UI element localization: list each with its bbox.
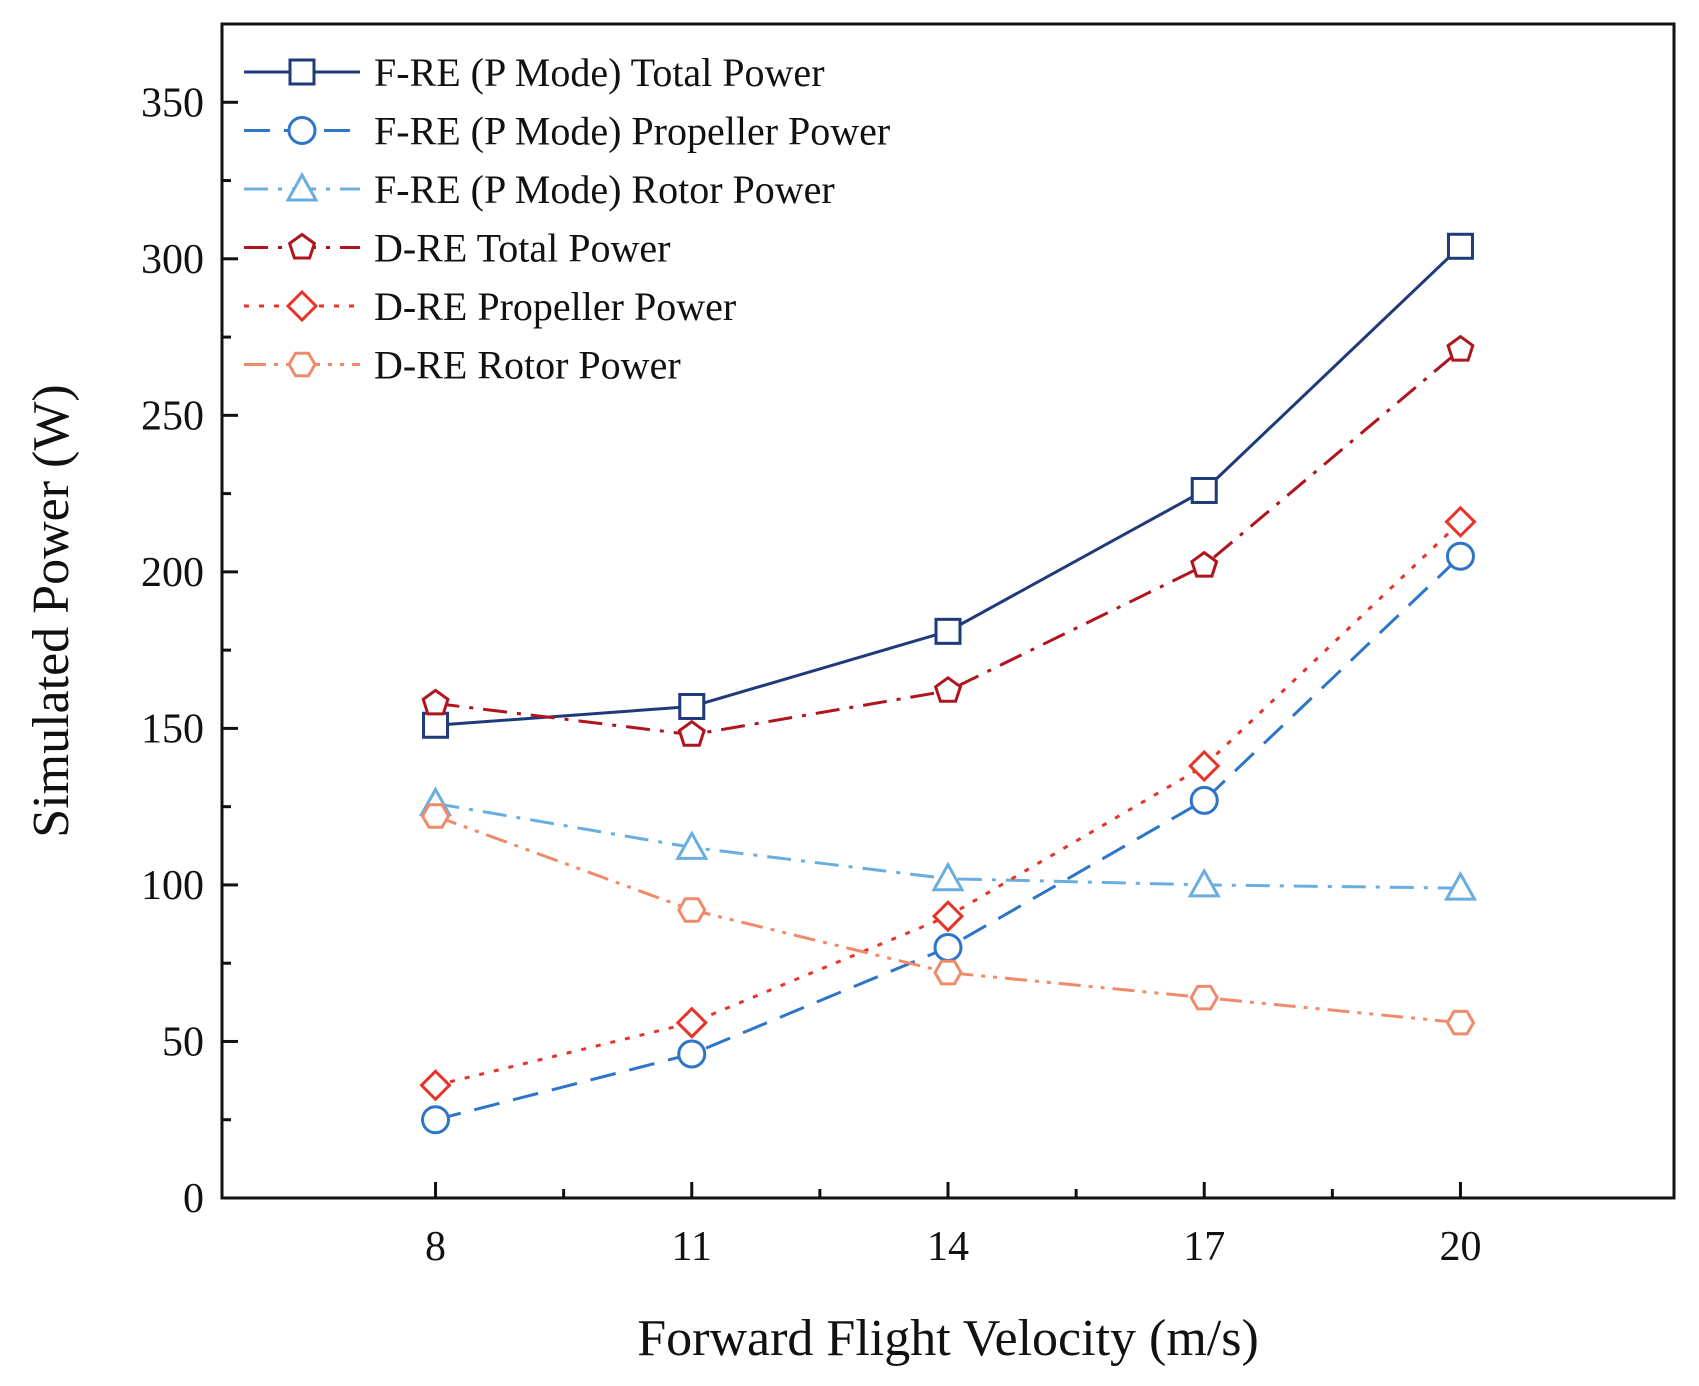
series-line bbox=[435, 520, 1462, 1087]
data-point bbox=[1446, 334, 1475, 362]
legend-item: F-RE (P Mode) Propeller Power bbox=[244, 109, 890, 154]
legend-marker bbox=[288, 58, 316, 86]
series-line bbox=[434, 814, 1461, 1025]
x-tick-label: 17 bbox=[1183, 1224, 1225, 1270]
data-point bbox=[678, 692, 706, 720]
series-2 bbox=[421, 541, 1475, 1135]
data-point bbox=[1444, 505, 1477, 538]
x-tick-label: 20 bbox=[1439, 1224, 1481, 1270]
legend-label: F-RE (P Mode) Propeller Power bbox=[374, 109, 890, 154]
y-tick-label: 300 bbox=[141, 237, 204, 283]
data-point bbox=[933, 933, 963, 963]
data-point bbox=[934, 617, 962, 645]
legend-marker bbox=[287, 351, 317, 378]
data-point bbox=[677, 1039, 707, 1069]
data-point bbox=[1445, 541, 1475, 571]
y-axis-title: Simulated Power (W) bbox=[23, 384, 80, 837]
data-point bbox=[677, 719, 706, 747]
data-point bbox=[933, 675, 963, 703]
data-point bbox=[420, 803, 451, 829]
data-point bbox=[1189, 785, 1219, 815]
data-point bbox=[422, 711, 450, 739]
x-tick-label: 11 bbox=[672, 1224, 712, 1270]
y-tick-label: 0 bbox=[183, 1176, 204, 1222]
legend-label: F-RE (P Mode) Rotor Power bbox=[374, 167, 835, 212]
x-tick-label: 8 bbox=[425, 1224, 446, 1270]
legend-marker bbox=[285, 289, 319, 323]
data-point bbox=[419, 1069, 452, 1102]
x-axis-title: Forward Flight Velocity (m/s) bbox=[637, 1310, 1259, 1367]
data-point bbox=[1189, 984, 1219, 1011]
legend-item: D-RE Total Power bbox=[244, 226, 670, 271]
data-point bbox=[1187, 867, 1221, 898]
data-point bbox=[675, 830, 709, 860]
series-5 bbox=[419, 505, 1477, 1102]
y-tick-label: 50 bbox=[162, 1019, 204, 1065]
data-point bbox=[1188, 749, 1221, 783]
series-6 bbox=[420, 803, 1476, 1036]
data-point bbox=[675, 1006, 708, 1039]
legend-marker bbox=[287, 116, 317, 145]
y-tick-label: 250 bbox=[141, 393, 204, 439]
legend-label: D-RE Rotor Power bbox=[374, 343, 681, 388]
data-point bbox=[1190, 550, 1219, 578]
y-tick-label: 200 bbox=[141, 550, 204, 596]
y-tick-label: 350 bbox=[141, 80, 204, 126]
data-point bbox=[931, 861, 965, 892]
y-tick-label: 100 bbox=[141, 863, 204, 909]
legend-label: D-RE Total Power bbox=[374, 226, 670, 271]
data-point bbox=[421, 1105, 451, 1135]
data-point bbox=[931, 900, 965, 933]
legend-item: F-RE (P Mode) Total Power bbox=[244, 50, 825, 95]
legend-item: D-RE Propeller Power bbox=[244, 284, 736, 329]
series-3 bbox=[418, 786, 1478, 901]
data-point bbox=[1190, 476, 1218, 504]
x-tick-label: 14 bbox=[927, 1224, 969, 1270]
data-point bbox=[1443, 871, 1478, 901]
legend-label: F-RE (P Mode) Total Power bbox=[374, 50, 825, 95]
legend-label: D-RE Propeller Power bbox=[374, 284, 736, 329]
legend: F-RE (P Mode) Total Power F-RE (P Mode) P… bbox=[244, 50, 890, 388]
series-4 bbox=[421, 334, 1475, 747]
data-point bbox=[1446, 232, 1474, 260]
data-point bbox=[421, 688, 450, 716]
data-point bbox=[677, 897, 707, 923]
series-line bbox=[435, 348, 1462, 737]
data-point bbox=[1445, 1009, 1476, 1036]
series-1 bbox=[422, 232, 1474, 739]
legend-item: F-RE (P Mode) Rotor Power bbox=[244, 167, 835, 212]
legend-marker bbox=[285, 171, 319, 202]
y-tick-label: 150 bbox=[141, 706, 204, 752]
legend-item: D-RE Rotor Power bbox=[244, 343, 681, 388]
data-point bbox=[933, 959, 963, 986]
series-layer bbox=[418, 232, 1478, 1135]
legend-marker bbox=[287, 232, 317, 260]
